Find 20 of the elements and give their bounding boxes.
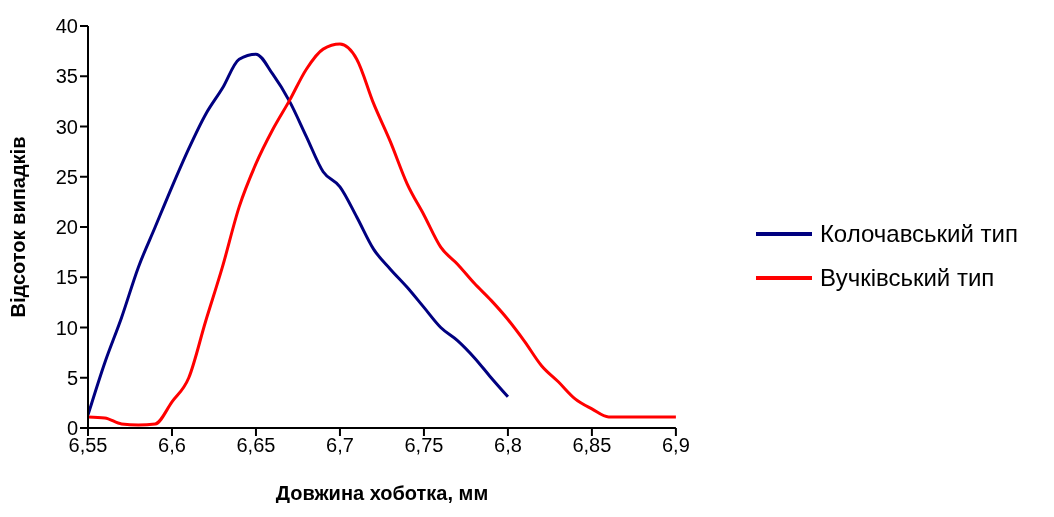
y-tick-label: 40 (55, 15, 78, 38)
legend-label: Колочавський тип (819, 218, 1018, 249)
x-tick-label: 6,75 (404, 434, 444, 457)
legend-label: Вучківський тип (819, 262, 995, 293)
x-tick-label: 6,85 (572, 434, 612, 457)
x-tick-label: 6,9 (661, 434, 690, 457)
y-tick-label: 25 (55, 165, 78, 188)
y-axis-title: Відсоток випадків (7, 136, 30, 318)
x-tick-label: 6,6 (158, 434, 186, 457)
y-tick-label: 15 (55, 266, 78, 289)
line-series (88, 52, 510, 417)
y-tick-label: 30 (55, 115, 78, 138)
x-tick-label: 6,8 (494, 434, 522, 457)
y-tick-label: 35 (55, 65, 78, 88)
x-tick-label: 6,65 (236, 434, 276, 457)
x-tick-label: 6,55 (68, 434, 108, 457)
y-tick-label: 5 (66, 366, 78, 389)
y-tick-label: 10 (55, 316, 78, 339)
y-tick-label: 20 (55, 216, 78, 239)
x-tick-label: 6,7 (326, 434, 354, 457)
